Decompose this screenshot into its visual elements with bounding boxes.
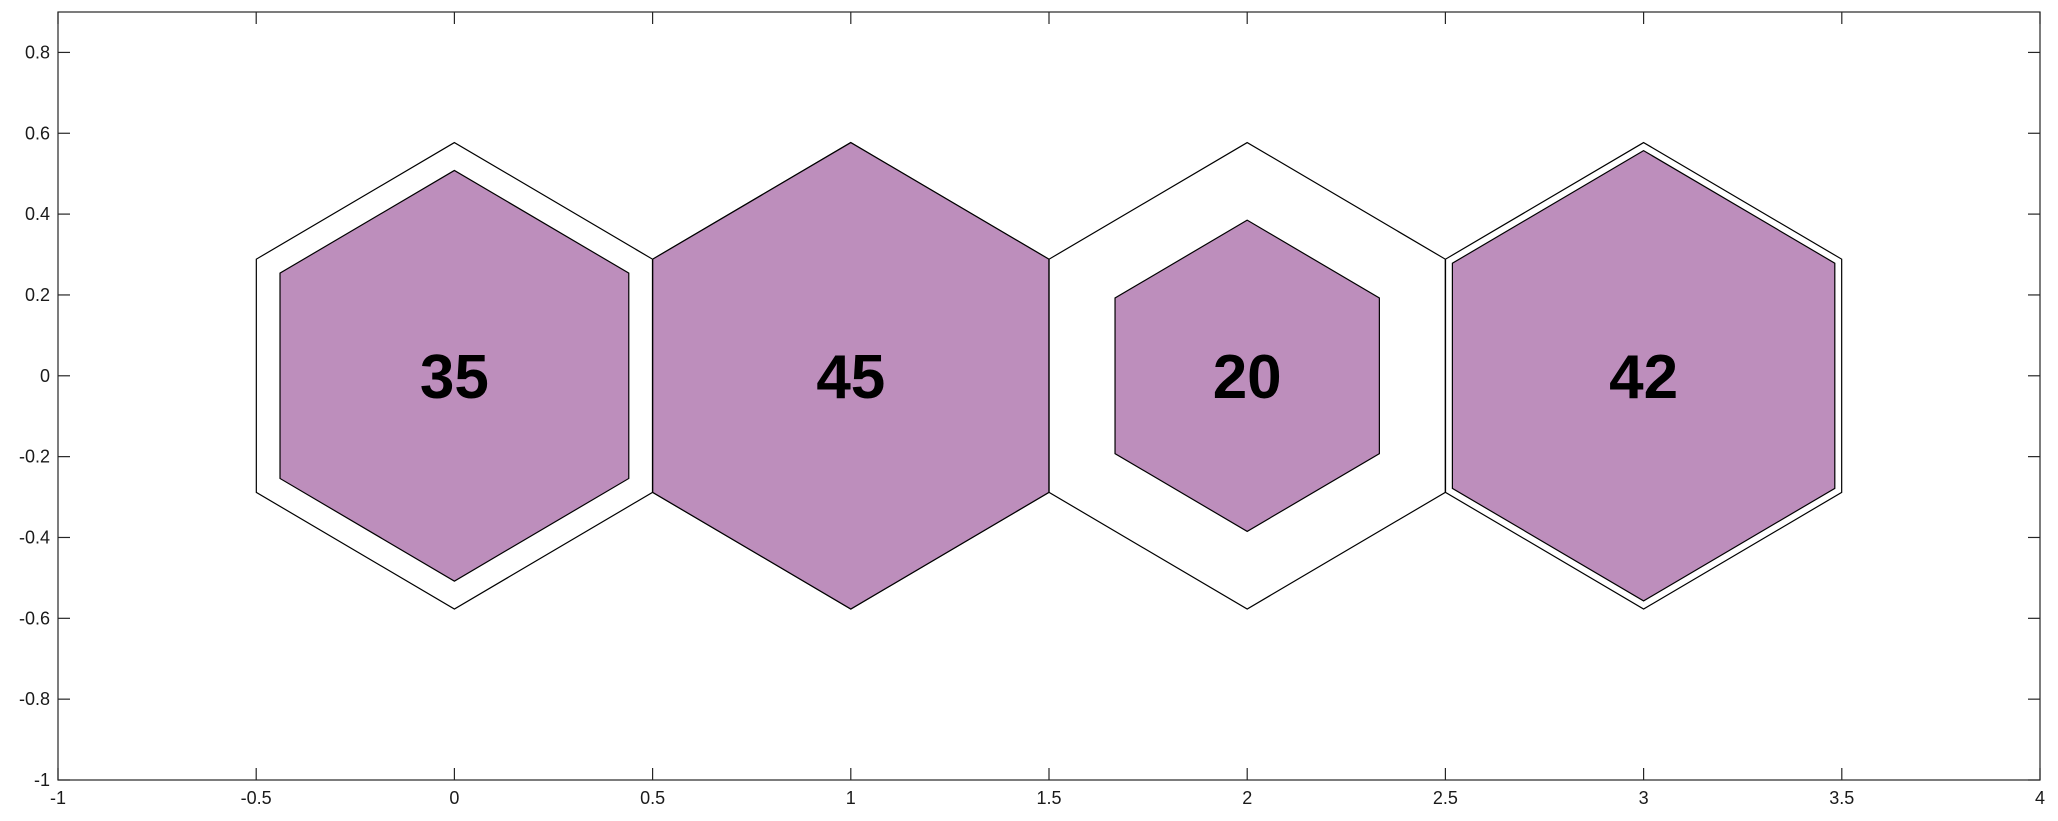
hexagon-value-label-1: 45 [816,343,885,412]
hexagon-value-label-0: 35 [420,343,489,412]
y-tick-label: -0.2 [19,447,50,467]
hexagon-layer [255,141,1843,610]
x-tick-label: -0.5 [241,788,272,808]
y-tick-label: -0.6 [19,608,50,628]
hexagon-value-label-3: 42 [1609,343,1678,412]
x-tick-label: 4 [2035,788,2045,808]
x-tick-label: 3.5 [1829,788,1854,808]
hexagon-outline-3 [1444,141,1843,610]
x-tick-label: 3 [1639,788,1649,808]
x-tick-label: 1 [846,788,856,808]
hexagon-value-label-2: 20 [1213,343,1282,412]
y-tick-label: -1 [34,770,50,790]
hexagon-labels: 35 45 20 42 [420,343,1678,412]
y-tick-label: -0.4 [19,527,50,547]
x-tick-label: 0 [449,788,459,808]
y-tick-label: 0.4 [25,204,50,224]
hexagon-fill-3 [1451,149,1836,602]
hexagon-fill-0 [279,169,630,582]
y-tick-label: -0.8 [19,689,50,709]
x-tick-label: 2 [1242,788,1252,808]
y-tick-label: 0.6 [25,123,50,143]
x-tick-label: 1.5 [1036,788,1061,808]
x-tick-label: 2.5 [1433,788,1458,808]
x-tick-label: 0.5 [640,788,665,808]
y-tick-label: 0 [40,366,50,386]
y-tick-label: 0.8 [25,42,50,62]
x-tick-label: -1 [50,788,66,808]
ticks: -1 -0.5 0 0.5 1 1.5 2 2.5 3 3.5 4 -1 -0.8 -0.6 -0.4 -0.… [19,12,2045,808]
hexagon-fill-2 [1114,219,1380,533]
y-tick-label: 0.2 [25,285,50,305]
